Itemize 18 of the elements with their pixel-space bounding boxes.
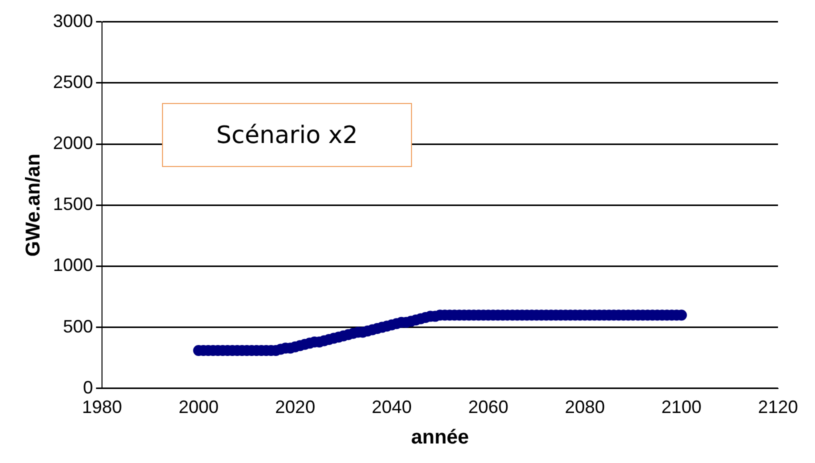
y-tick-label: 1500	[52, 194, 94, 214]
x-tick-label: 2100	[661, 397, 702, 418]
y-tick-label: 500	[62, 316, 94, 336]
y-tick-label: 0	[83, 377, 94, 398]
x-tick-label: 2120	[758, 397, 798, 418]
x-tick-label: 2080	[564, 397, 605, 418]
y-tick-label: 1000	[52, 255, 94, 276]
x-axis-title: année	[411, 426, 469, 449]
x-tick-label: 2020	[275, 397, 316, 418]
x-tick-label: 2000	[178, 397, 219, 418]
y-axis-title: GWe.an/an	[22, 154, 45, 257]
x-tick-label: 2040	[372, 397, 412, 418]
text-box: Scénario x2	[162, 103, 412, 167]
y-tick-label: 2500	[52, 72, 94, 92]
x-tick-label: 1980	[82, 397, 122, 418]
y-tick-label: 2000	[52, 132, 94, 153]
y-tick-label: 3000	[52, 10, 94, 31]
x-tick-label: 2060	[468, 397, 508, 418]
